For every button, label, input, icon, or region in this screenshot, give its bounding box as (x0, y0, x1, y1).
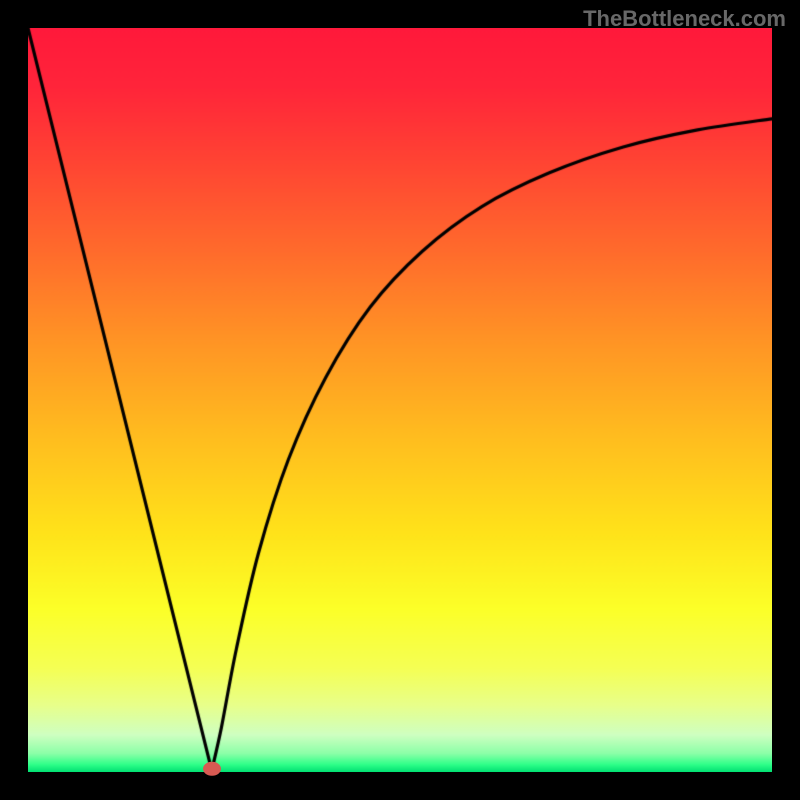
chart-plot-area (28, 28, 772, 772)
chart-curve-line (28, 28, 772, 772)
chart-minimum-marker (203, 762, 221, 776)
watermark-text: TheBottleneck.com (583, 6, 786, 32)
